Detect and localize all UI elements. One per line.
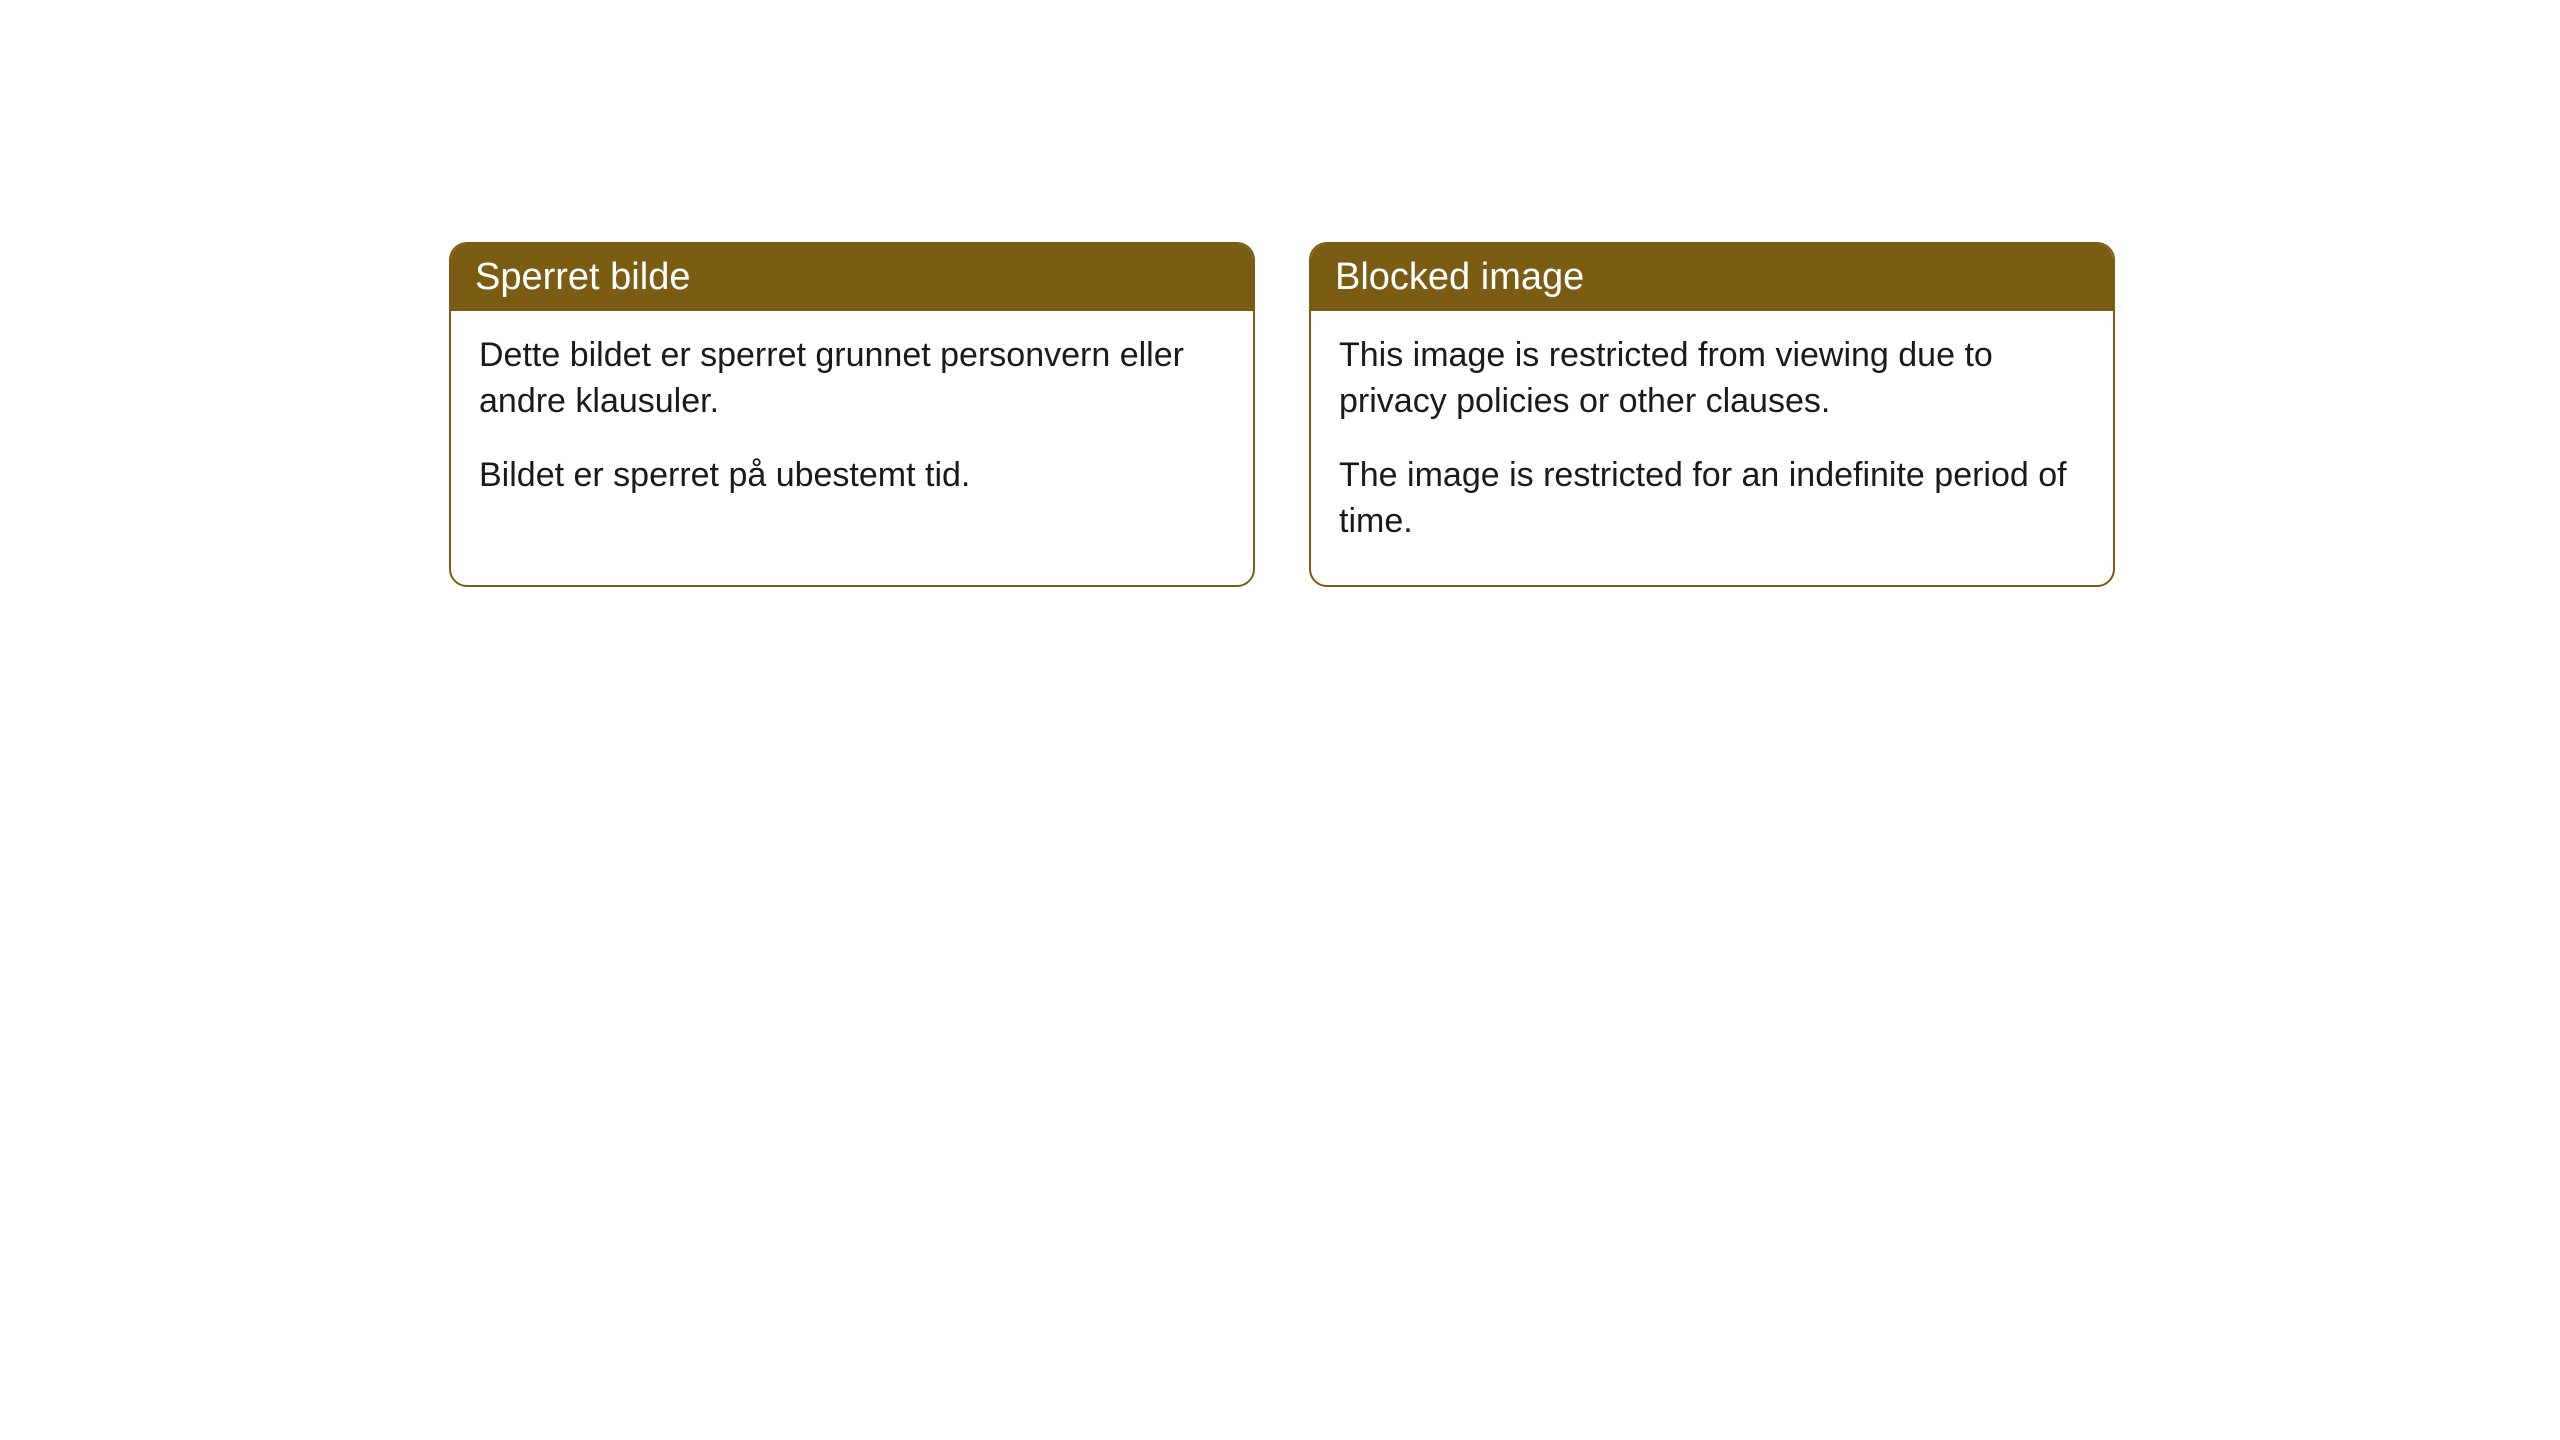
card-header-en: Blocked image: [1311, 244, 2113, 311]
card-header-no: Sperret bilde: [451, 244, 1253, 311]
card-body-en: This image is restricted from viewing du…: [1311, 311, 2113, 585]
blocked-image-card-no: Sperret bilde Dette bildet er sperret gr…: [449, 242, 1255, 587]
card-paragraph: Bildet er sperret på ubestemt tid.: [479, 453, 1225, 499]
card-body-no: Dette bildet er sperret grunnet personve…: [451, 311, 1253, 539]
notice-cards-container: Sperret bilde Dette bildet er sperret gr…: [0, 0, 2560, 587]
card-paragraph: Dette bildet er sperret grunnet personve…: [479, 333, 1225, 425]
blocked-image-card-en: Blocked image This image is restricted f…: [1309, 242, 2115, 587]
card-paragraph: The image is restricted for an indefinit…: [1339, 453, 2085, 545]
card-paragraph: This image is restricted from viewing du…: [1339, 333, 2085, 425]
